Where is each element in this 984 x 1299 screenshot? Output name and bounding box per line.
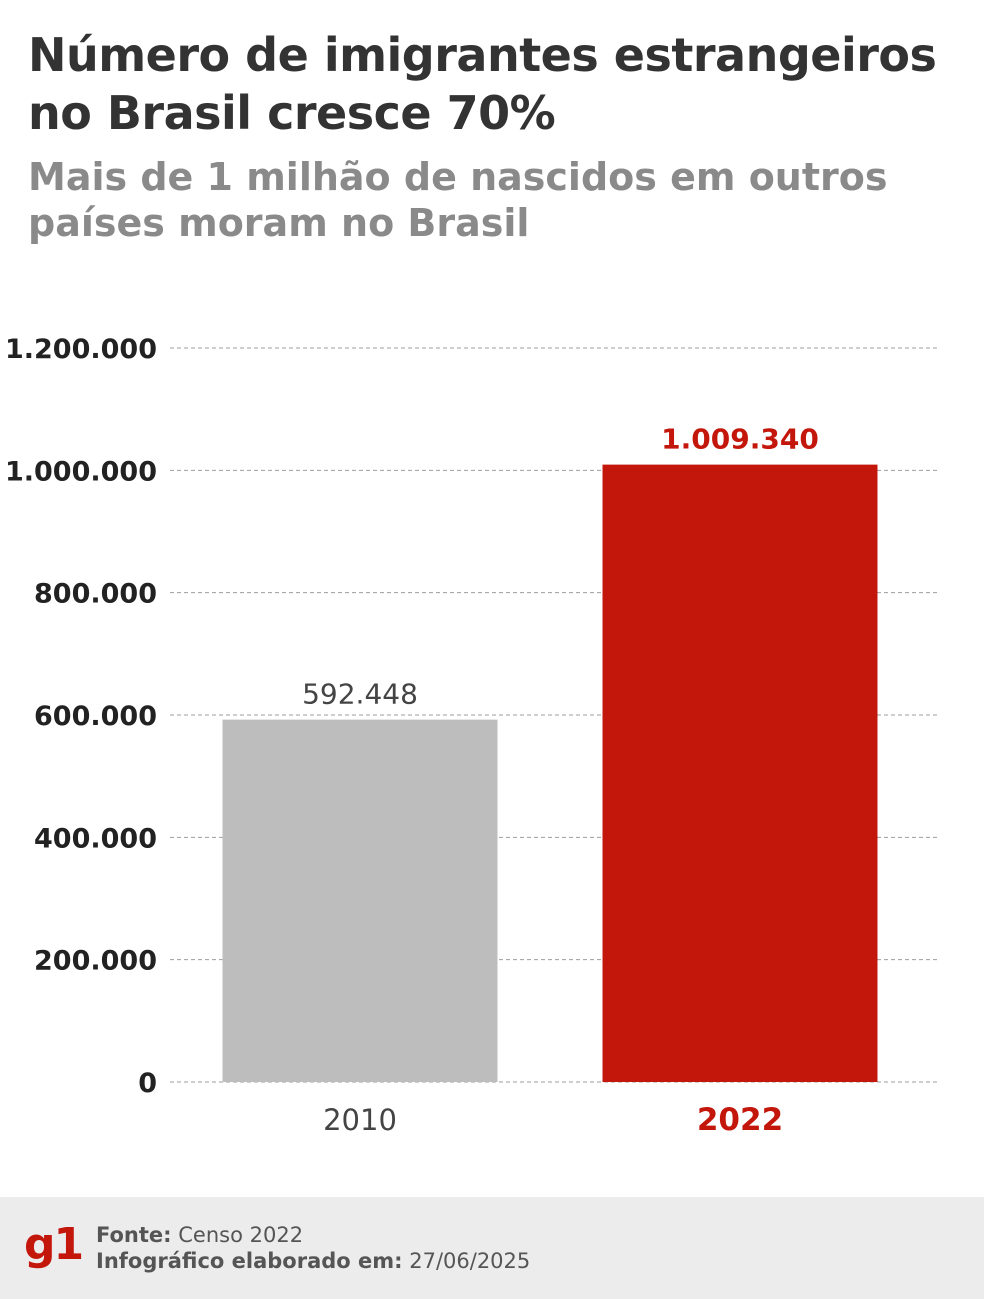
source-line: Fonte: Censo 2022 xyxy=(96,1223,303,1247)
y-tick-label: 1.000.000 xyxy=(5,456,157,487)
source-value: Censo 2022 xyxy=(178,1223,304,1247)
chart-subtitle: Mais de 1 milhão de nascidos em outros p… xyxy=(28,155,888,245)
bar xyxy=(222,719,498,1082)
date-value: 27/06/2025 xyxy=(409,1249,531,1273)
y-tick-label: 200.000 xyxy=(34,946,157,977)
bar-value-label: 1.009.340 xyxy=(661,423,819,456)
bar-value-label: 592.448 xyxy=(302,678,418,711)
y-tick-label: 800.000 xyxy=(34,579,157,610)
y-tick-label: 0 xyxy=(138,1068,157,1099)
bar xyxy=(602,464,878,1082)
date-label: Infográfico elaborado em: xyxy=(96,1249,403,1273)
g1-logo: g1 xyxy=(24,1219,84,1270)
y-tick-label: 1.200.000 xyxy=(5,334,157,365)
chart-title: Número de imigrantes estrangeiros no Bra… xyxy=(28,28,937,140)
y-tick-label: 400.000 xyxy=(34,823,157,854)
y-tick-label: 600.000 xyxy=(34,701,157,732)
footer: g1 Fonte: Censo 2022 Infográfico elabora… xyxy=(0,1197,984,1299)
x-tick-label: 2010 xyxy=(323,1103,397,1137)
x-tick-label: 2022 xyxy=(697,1102,783,1138)
source-label: Fonte: xyxy=(96,1223,172,1247)
bar-chart: 0 200.000 400.000 600.000 800.000 1.000.000 1.… xyxy=(5,334,940,1138)
date-line: Infográfico elaborado em: 27/06/2025 xyxy=(96,1249,530,1273)
